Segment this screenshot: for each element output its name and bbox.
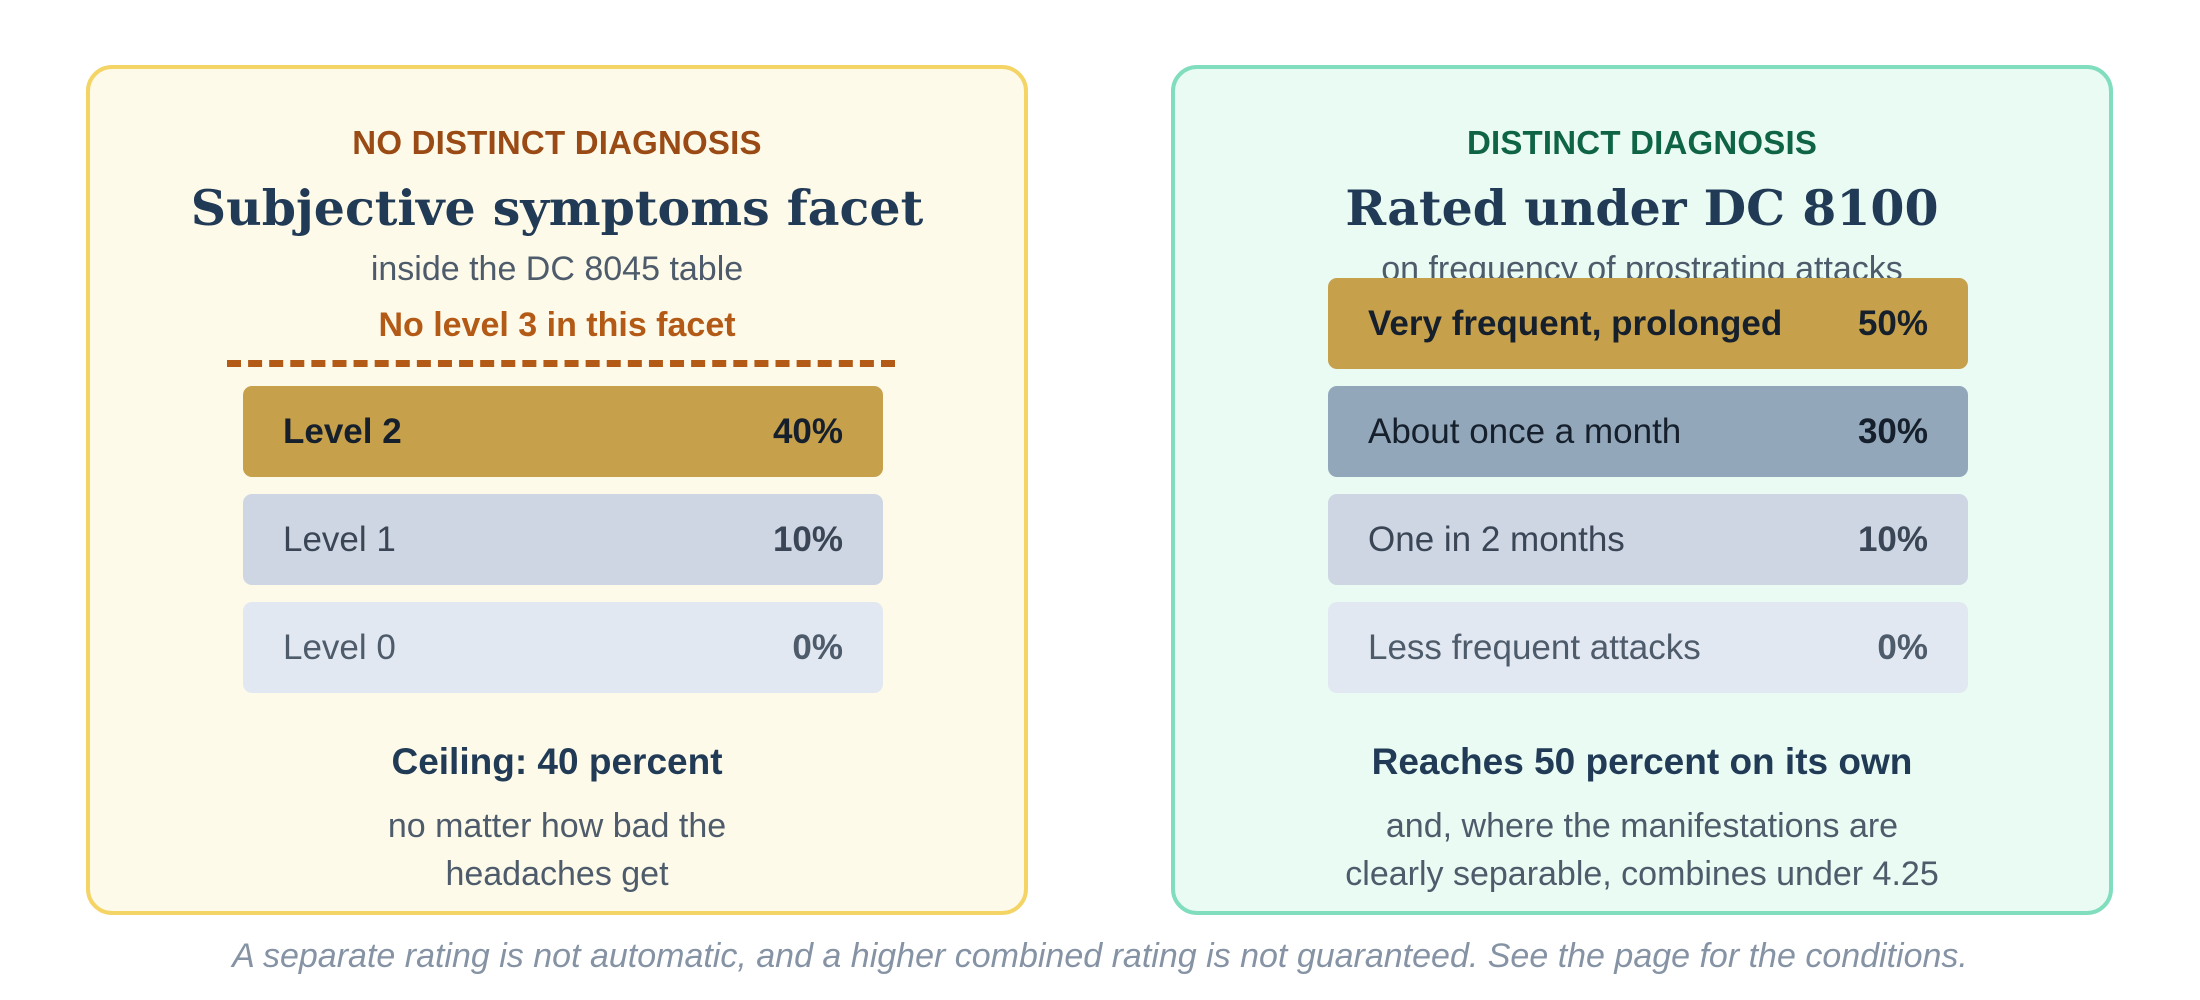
frequency-percent: 0% (1877, 627, 1928, 667)
frequency-label: Very frequent, prolonged (1368, 303, 1783, 343)
level-percent: 0% (792, 627, 843, 667)
frequency-percent: 30% (1857, 411, 1928, 451)
level-row: Level 0 0% (243, 602, 883, 693)
frequency-row: One in 2 months 10% (1328, 494, 1968, 585)
missing-level-note: No level 3 in this facet (378, 306, 736, 344)
footnote: A separate rating is not automatic, and … (232, 937, 1968, 975)
summary-line: and, where the manifestations are (1385, 807, 1899, 845)
panel-subline: inside the DC 8045 table (370, 250, 744, 288)
frequency-row: Very frequent, prolonged 50% (1328, 278, 1968, 369)
frequency-percent: 10% (1857, 519, 1928, 559)
distinct-diagnosis-panel: DISTINCT DIAGNOSIS Rated under DC 8100 o… (1171, 65, 2113, 915)
frequency-row: About once a month 30% (1328, 386, 1968, 477)
frequency-percent: 50% (1857, 303, 1928, 343)
summary-title: Ceiling: 40 percent (391, 741, 723, 782)
summary-line: clearly separable, combines under 4.25 (1345, 855, 1939, 893)
frequency-row: Less frequent attacks 0% (1328, 602, 1968, 693)
level-row: Level 1 10% (243, 494, 883, 585)
panel-headline: Subjective symptoms facet (190, 179, 924, 237)
dashed-divider (227, 360, 895, 367)
level-label: Level 1 (283, 519, 396, 559)
level-percent: 10% (772, 519, 843, 559)
summary-text: and, where the manifestations are clearl… (1175, 802, 2109, 898)
frequency-label: Less frequent attacks (1368, 627, 1701, 667)
level-percent: 40% (772, 411, 843, 451)
summary-line: headaches get (445, 855, 669, 893)
level-label: Level 0 (283, 627, 396, 667)
no-distinct-diagnosis-panel: NO DISTINCT DIAGNOSIS Subjective symptom… (86, 65, 1028, 915)
frequency-label: About once a month (1368, 411, 1682, 451)
panel-headline: Rated under DC 8100 (1345, 179, 1939, 237)
summary-line: no matter how bad the (387, 807, 727, 845)
level-label: Level 2 (283, 411, 402, 451)
panel-kicker: DISTINCT DIAGNOSIS (1466, 124, 1818, 161)
summary-text: no matter how bad the headaches get (90, 802, 1024, 898)
summary-title: Reaches 50 percent on its own (1371, 741, 1913, 782)
frequency-label: One in 2 months (1368, 519, 1625, 559)
level-row: Level 2 40% (243, 386, 883, 477)
panel-kicker: NO DISTINCT DIAGNOSIS (352, 124, 762, 161)
